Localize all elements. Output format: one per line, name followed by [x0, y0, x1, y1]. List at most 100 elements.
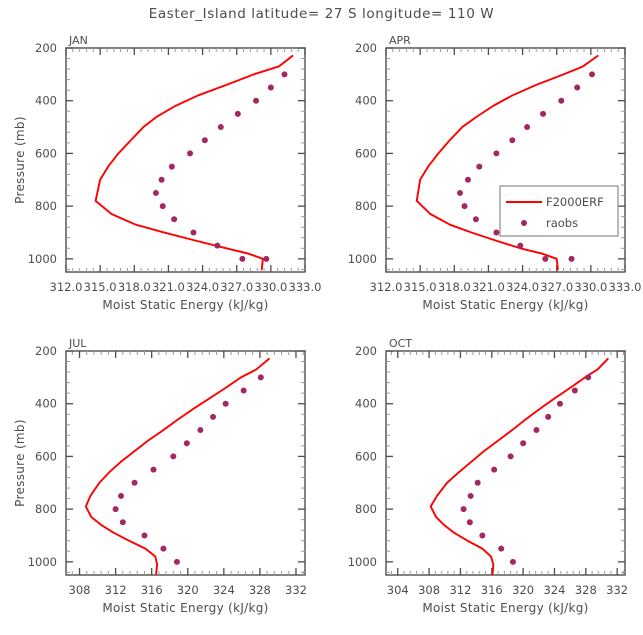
x-tick-label: 327.0: [540, 280, 573, 294]
series-marker-raobs: [456, 189, 463, 196]
x-tick-label: 318.0: [118, 280, 151, 294]
series-marker-raobs: [267, 84, 274, 91]
series-marker-raobs: [520, 440, 527, 447]
series-marker-raobs: [509, 137, 516, 144]
series-marker-raobs: [472, 216, 479, 223]
series-marker-raobs: [160, 545, 167, 552]
series-marker-raobs: [498, 545, 505, 552]
series-marker-raobs: [542, 255, 549, 262]
series-marker-raobs: [574, 84, 581, 91]
series-marker-raobs: [183, 440, 190, 447]
series-marker-raobs: [150, 466, 157, 473]
x-tick-label: 321.0: [472, 280, 505, 294]
y-tick-label: 1000: [348, 252, 377, 266]
series-marker-raobs: [540, 110, 547, 117]
series-marker-raobs: [585, 374, 592, 381]
series-marker-raobs: [190, 229, 197, 236]
x-tick-label: 312.0: [370, 280, 403, 294]
x-tick-label: 324: [213, 583, 235, 597]
series-marker-raobs: [281, 71, 288, 78]
panel-grid: 312.0 315.0 318.0 321.0 324.0 327.0 330.0 333.0…: [13, 34, 641, 615]
series-marker-raobs: [545, 413, 552, 420]
series-marker-raobs: [131, 479, 138, 486]
y-axis-title: Pressure (mb): [13, 419, 27, 507]
y-tick-label: 1000: [28, 555, 57, 569]
series-marker-raobs: [460, 506, 467, 513]
series-line-f2000erf: [429, 357, 609, 575]
series-marker-raobs: [571, 387, 578, 394]
series-marker-raobs: [159, 203, 166, 210]
panel-jan: 312.0 315.0 318.0 321.0 324.0 327.0 330.0 333.0…: [13, 34, 321, 312]
series-marker-raobs: [210, 413, 217, 420]
data-layer: [84, 357, 270, 575]
x-axis-title: Moist Static Energy (kJ/kg): [102, 601, 268, 615]
series-marker-raobs: [491, 466, 498, 473]
series-marker-raobs: [464, 176, 471, 183]
legend: F2000ERF raobs: [499, 185, 619, 237]
x-tick-label: 312: [449, 583, 471, 597]
x-tick-label: 320: [512, 583, 534, 597]
series-marker-raobs: [517, 242, 524, 249]
x-tick-label: 333.0: [289, 280, 322, 294]
y-tick-label: 1000: [28, 252, 57, 266]
x-tick-label: 328: [249, 583, 271, 597]
y-tick-label: 800: [35, 199, 57, 213]
legend-label: F2000ERF: [546, 195, 604, 209]
x-tick-label: 312: [105, 583, 127, 597]
series-marker-raobs: [467, 492, 474, 499]
panel-label-oct: OCT: [389, 337, 412, 350]
panel-jul: 308 312 316 320 324 328 332 200 400 600 800 1000 JUL…: [13, 337, 307, 615]
panel-label-apr: APR: [389, 34, 411, 47]
series-line-f2000erf: [415, 54, 599, 271]
series-marker-raobs: [253, 97, 260, 104]
series-marker-raobs: [493, 229, 500, 236]
legend-marker-swatch: [521, 220, 527, 226]
y-tick-label: 600: [355, 449, 377, 463]
x-tick-label: 315.0: [404, 280, 437, 294]
y-axis-title: Pressure (mb): [13, 116, 27, 204]
series-marker-raobs: [118, 492, 125, 499]
series-marker-raobs: [479, 532, 486, 539]
series-marker-raobs: [197, 427, 204, 434]
x-tick-label: 328: [575, 583, 597, 597]
x-tick-label: 312.0: [50, 280, 83, 294]
x-tick-label: 318.0: [438, 280, 471, 294]
series-marker-raobs: [112, 506, 119, 513]
x-tick-label: 324: [543, 583, 565, 597]
x-tick-label: 327.0: [220, 280, 253, 294]
series-marker-raobs: [222, 400, 229, 407]
panel-apr: 312.0 315.0 318.0 321.0 324.0 327.0 330.0 333.0…: [348, 34, 642, 312]
plot-frame: [65, 47, 306, 273]
legend-box: [499, 185, 619, 237]
y-tick-label: 200: [35, 344, 57, 358]
y-tick-label: 600: [35, 146, 57, 160]
x-tick-label: 320: [177, 583, 199, 597]
series-marker-raobs: [461, 203, 468, 210]
x-tick-label: 316: [481, 583, 503, 597]
y-tick-label: 600: [35, 449, 57, 463]
series-marker-raobs: [187, 150, 194, 157]
x-axis-title: Moist Static Energy (kJ/kg): [422, 601, 588, 615]
series-marker-raobs: [474, 479, 481, 486]
series-marker-raobs: [558, 97, 565, 104]
x-tick-label: 324.0: [186, 280, 219, 294]
plot-frame: [65, 350, 306, 576]
y-tick-label: 800: [355, 199, 377, 213]
y-tick-label: 600: [355, 146, 377, 160]
series-marker-raobs: [263, 255, 270, 262]
series-marker-raobs: [119, 519, 126, 526]
plot-frame: [385, 350, 626, 576]
y-tick-label: 400: [35, 94, 57, 108]
series-marker-raobs: [568, 255, 575, 262]
x-tick-label: 330.0: [254, 280, 287, 294]
x-tick-label: 308: [418, 583, 440, 597]
series-marker-raobs: [214, 242, 221, 249]
series-marker-raobs: [524, 124, 531, 131]
x-tick-label: 330.0: [574, 280, 607, 294]
x-axis-title: Moist Static Energy (kJ/kg): [102, 298, 268, 312]
data-layer: [415, 54, 599, 271]
legend-label: raobs: [546, 216, 578, 230]
plot-frame: [385, 47, 626, 273]
